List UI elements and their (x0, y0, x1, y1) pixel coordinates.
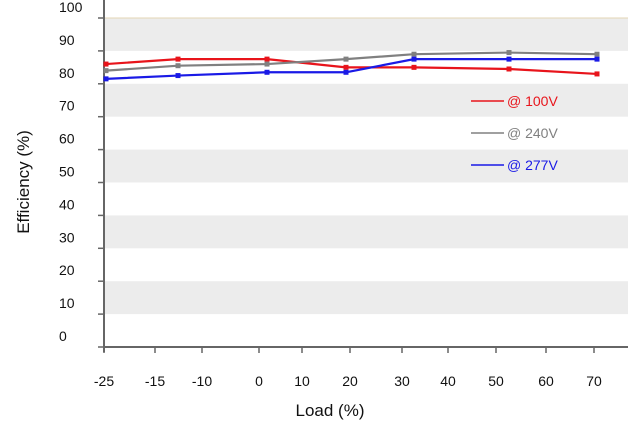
grid-bands (104, 18, 628, 315)
x-tick-label: 30 (394, 373, 410, 389)
data-point (264, 69, 270, 75)
x-tick-label: 20 (342, 373, 358, 389)
y-tick-label: 30 (59, 229, 75, 245)
data-point (506, 56, 512, 62)
series-3 (103, 56, 600, 82)
y-tick-labels: 0 10 20 30 40 50 60 70 80 90 100 (59, 0, 83, 344)
y-tick-label: 100 (59, 0, 83, 15)
y-axis-title: Efficiency (%) (14, 130, 33, 234)
x-tick-label: 50 (488, 373, 504, 389)
legend-item: @ 277V (471, 157, 558, 173)
data-point (506, 66, 512, 72)
x-axis-title: Load (%) (296, 401, 365, 420)
data-point (103, 76, 109, 82)
grid-band (104, 215, 628, 249)
y-tick-label: 50 (59, 164, 75, 180)
data-point (411, 51, 417, 57)
grid-band (104, 18, 628, 51)
y-tick-label: 40 (59, 196, 75, 212)
x-tick-label: -25 (94, 373, 114, 389)
data-point (103, 68, 109, 74)
data-point (343, 69, 349, 75)
data-point (175, 73, 181, 79)
data-point (343, 64, 349, 70)
legend-item: @ 100V (471, 93, 558, 109)
y-tick-label: 90 (59, 32, 75, 48)
data-point (264, 61, 270, 67)
data-point (594, 71, 600, 77)
data-point (343, 56, 349, 62)
data-point (411, 56, 417, 62)
x-tick-label: 60 (538, 373, 554, 389)
legend-item: @ 240V (471, 125, 558, 141)
y-tick-label: 20 (59, 262, 75, 278)
x-tick-label: 40 (440, 373, 456, 389)
x-tick-label: -15 (145, 373, 165, 389)
legend-label: @ 277V (507, 157, 558, 173)
y-tick-label: 60 (59, 131, 75, 147)
y-tick-label: 80 (59, 65, 75, 81)
legend: @ 100V @ 240V @ 277V (471, 93, 558, 173)
data-point (506, 50, 512, 56)
axes (98, 0, 628, 353)
series-2 (103, 50, 600, 74)
y-tick-label: 0 (59, 328, 67, 344)
data-series (103, 50, 600, 82)
x-tick-labels: -25 -15 -10 0 10 20 30 40 50 60 70 (94, 373, 602, 389)
y-tick-label: 10 (59, 295, 75, 311)
grid-band (104, 83, 628, 117)
data-point (594, 56, 600, 62)
grid-band (104, 281, 628, 315)
legend-label: @ 100V (507, 93, 558, 109)
data-point (175, 56, 181, 62)
series-1 (103, 56, 600, 77)
data-point (594, 51, 600, 57)
data-point (411, 64, 417, 70)
data-point (175, 63, 181, 69)
data-point (103, 61, 109, 67)
x-tick-label: 70 (586, 373, 602, 389)
x-tick-label: -10 (192, 373, 212, 389)
x-tick-label: 10 (294, 373, 310, 389)
legend-label: @ 240V (507, 125, 558, 141)
y-tick-label: 70 (59, 98, 75, 114)
data-point (264, 56, 270, 62)
grid-band (104, 149, 628, 183)
x-tick-label: 0 (255, 373, 263, 389)
